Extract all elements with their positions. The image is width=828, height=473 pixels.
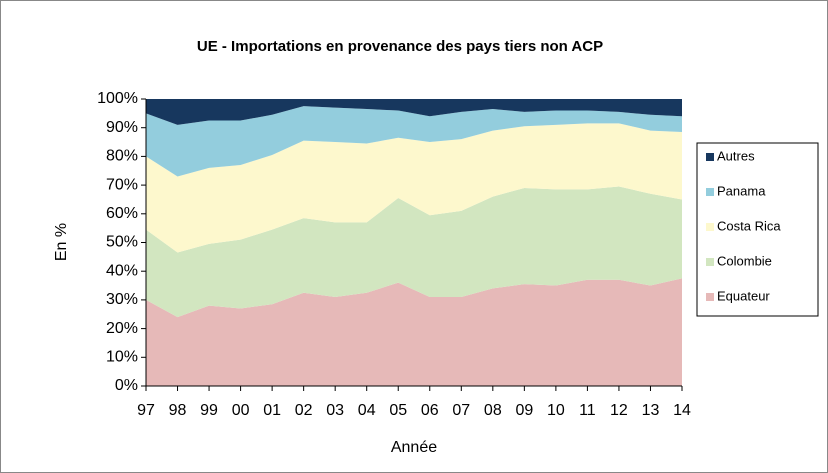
x-tick-label: 05 [389, 402, 407, 419]
legend-label: Costa Rica [717, 218, 781, 233]
legend-label: Equateur [717, 288, 770, 303]
x-tick-label: 01 [263, 402, 281, 419]
x-tick-label: 04 [358, 402, 376, 419]
legend-swatch [706, 223, 714, 231]
legend-swatch [706, 258, 714, 266]
area [146, 123, 682, 253]
legend-label: Colombie [717, 253, 772, 268]
legend-label: Autres [717, 148, 755, 163]
x-tick-label: 08 [484, 402, 502, 419]
legend-swatch [706, 188, 714, 196]
area [146, 106, 682, 177]
y-tick-label: 100% [97, 90, 138, 107]
x-tick-label: 07 [452, 402, 470, 419]
x-tick-label: 00 [232, 402, 250, 419]
x-tick-label: 06 [421, 402, 439, 419]
x-tick-label: 09 [515, 402, 533, 419]
area [146, 99, 682, 125]
y-tick-label: 30% [106, 291, 138, 308]
x-tick-label: 14 [673, 402, 691, 419]
legend-box [696, 142, 819, 317]
x-tick-label: 03 [326, 402, 344, 419]
y-tick-label: 80% [106, 148, 138, 165]
x-tick-label: 99 [200, 402, 218, 419]
x-tick-label: 97 [137, 402, 155, 419]
y-tick-label: 70% [106, 176, 138, 193]
area [146, 278, 682, 386]
y-tick-label: 40% [106, 262, 138, 279]
y-tick-label: 60% [106, 205, 138, 222]
x-axis-label: Année [391, 439, 437, 456]
legend-swatch [706, 293, 714, 301]
legend-label: Panama [717, 183, 766, 198]
y-tick-label: 10% [106, 349, 138, 366]
y-tick-label: 90% [106, 119, 138, 136]
x-tick-label: 02 [295, 402, 313, 419]
x-tick-label: 98 [169, 402, 187, 419]
y-tick-label: 0% [115, 377, 138, 394]
y-axis-label: En % [53, 223, 70, 261]
x-tick-label: 11 [579, 402, 596, 419]
y-tick-label: 50% [106, 234, 138, 251]
x-tick-label: 12 [610, 402, 628, 419]
legend-swatch [706, 153, 714, 161]
x-tick-label: 10 [547, 402, 565, 419]
y-tick-label: 20% [106, 320, 138, 337]
x-tick-label: 13 [642, 402, 660, 419]
area [146, 186, 682, 318]
chart-title: UE - Importations en provenance des pays… [197, 38, 603, 55]
